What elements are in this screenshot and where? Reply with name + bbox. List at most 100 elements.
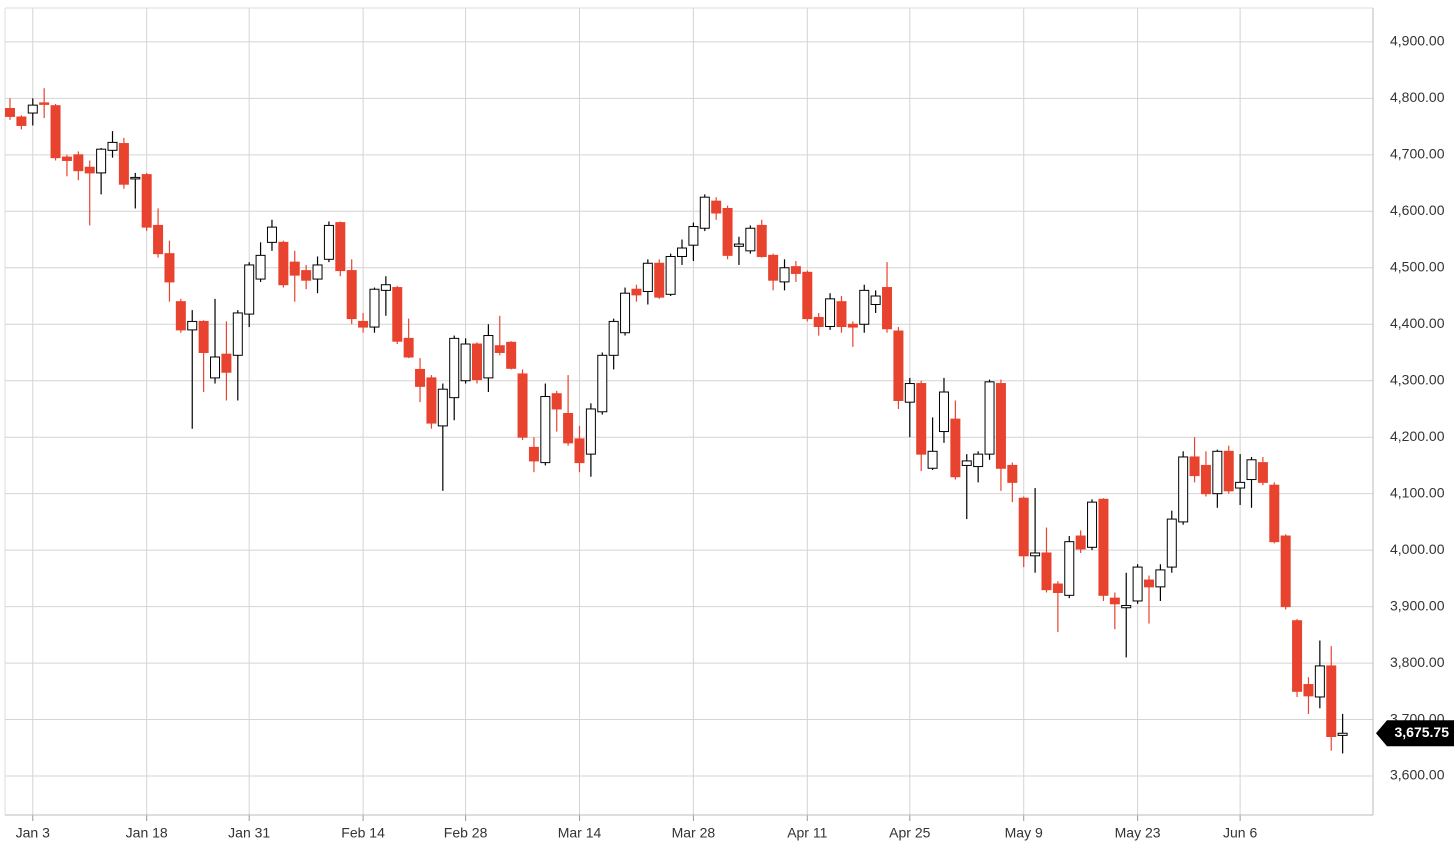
- candle-body: [677, 247, 688, 257]
- candle-body: [973, 453, 984, 468]
- candle-body: [73, 154, 84, 172]
- candle-body: [1166, 518, 1177, 568]
- candle-body: [312, 264, 323, 280]
- x-tick-label: Mar 28: [672, 825, 716, 841]
- candle-body: [1121, 604, 1132, 609]
- candle-body: [27, 104, 38, 114]
- candle-body: [187, 320, 198, 331]
- candle-body: [1041, 552, 1052, 591]
- candle-body: [916, 383, 927, 455]
- candle-body: [346, 270, 357, 320]
- candle-body: [1269, 484, 1280, 543]
- candle-body: [460, 343, 471, 382]
- y-tick-label: 4,100.00: [1390, 484, 1445, 500]
- candle-body: [597, 354, 608, 413]
- candle-body: [61, 156, 72, 161]
- candle-body: [620, 292, 631, 334]
- candle-body: [745, 227, 756, 252]
- candle-body: [711, 200, 722, 214]
- x-tick-label: Jan 31: [228, 825, 270, 841]
- candle-body: [471, 343, 482, 381]
- candle-body: [494, 345, 505, 353]
- candle-body: [16, 116, 27, 126]
- candle-body: [825, 298, 836, 328]
- candle-body: [483, 335, 494, 379]
- candle-body: [642, 262, 653, 292]
- x-tick-label: Feb 28: [444, 825, 488, 841]
- candle-body: [1075, 535, 1086, 550]
- candle-body: [415, 368, 426, 387]
- candle-body: [882, 287, 893, 330]
- x-tick-label: Apr 25: [889, 825, 930, 841]
- last-price-label: 3,675.75: [1395, 724, 1450, 740]
- candle-body: [1235, 481, 1246, 489]
- y-tick-label: 4,000.00: [1390, 541, 1445, 557]
- candle-body: [198, 320, 209, 353]
- candle-body: [608, 320, 619, 356]
- candle-body: [449, 337, 460, 399]
- candle-body: [859, 289, 870, 325]
- candle-body: [1018, 497, 1029, 557]
- candle-body: [1030, 552, 1041, 557]
- candle-body: [244, 264, 255, 315]
- candle-body: [96, 148, 107, 174]
- candle-body: [574, 438, 585, 464]
- candle-body: [904, 383, 915, 403]
- candle-body: [779, 267, 790, 283]
- y-tick-label: 4,800.00: [1390, 89, 1445, 105]
- candle-body: [1246, 459, 1257, 481]
- candle-body: [836, 301, 847, 328]
- x-tick-label: May 23: [1115, 825, 1161, 841]
- candle-body: [654, 262, 665, 298]
- candle-body: [232, 312, 243, 356]
- candle-body: [563, 412, 574, 444]
- candle-body: [426, 377, 437, 424]
- candle-body: [1212, 450, 1223, 495]
- candle-body: [1098, 498, 1109, 596]
- candle-body: [1314, 665, 1325, 698]
- y-tick-label: 4,200.00: [1390, 428, 1445, 444]
- candle-body: [1189, 456, 1200, 477]
- candle-body: [585, 408, 596, 455]
- candle-body: [1326, 665, 1337, 738]
- candle-body: [1303, 684, 1314, 697]
- candle-body: [722, 207, 733, 256]
- candle-body: [528, 446, 539, 462]
- candle-body: [1007, 464, 1018, 483]
- x-tick-label: May 9: [1005, 825, 1043, 841]
- candle-body: [995, 383, 1006, 469]
- candle-body: [392, 287, 403, 342]
- candle-body: [107, 141, 118, 151]
- candle-body: [255, 254, 266, 280]
- candle-body: [130, 176, 141, 180]
- x-tick-label: Jun 6: [1223, 825, 1257, 841]
- candle-body: [870, 295, 881, 305]
- candle-body: [893, 330, 904, 401]
- candle-body: [790, 266, 801, 274]
- y-tick-label: 3,800.00: [1390, 654, 1445, 670]
- candle-body: [437, 388, 448, 427]
- candle-body: [847, 323, 858, 328]
- candle-body: [1178, 456, 1189, 523]
- candle-body: [984, 381, 995, 455]
- candle-body: [39, 102, 50, 105]
- candle-body: [756, 224, 767, 257]
- candle-body: [323, 224, 334, 260]
- last-price-tag: [1376, 720, 1454, 747]
- candle-body: [1155, 569, 1166, 588]
- candle-body: [699, 196, 710, 229]
- y-tick-label: 4,600.00: [1390, 202, 1445, 218]
- candle-body: [369, 288, 380, 328]
- x-tick-label: Jan 3: [16, 825, 50, 841]
- candle-body: [403, 337, 414, 358]
- candle-body: [1132, 566, 1143, 602]
- x-tick-label: Mar 14: [558, 825, 602, 841]
- y-tick-label: 4,300.00: [1390, 371, 1445, 387]
- candle-body: [938, 391, 949, 433]
- x-tick-label: Jan 18: [126, 825, 168, 841]
- candle-body: [1064, 541, 1075, 596]
- candle-body: [1257, 462, 1268, 483]
- candle-body: [802, 271, 813, 320]
